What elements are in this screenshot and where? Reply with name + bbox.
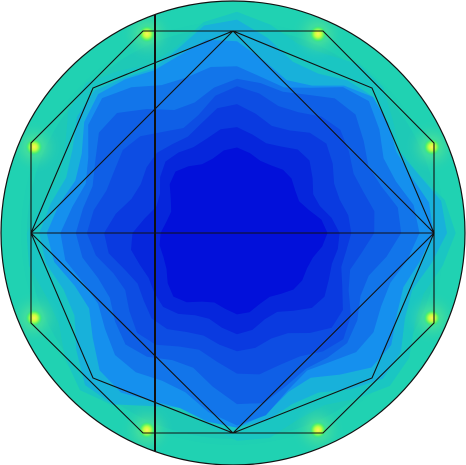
stress-hotspot: [25, 138, 43, 156]
stress-hotspot: [423, 309, 441, 327]
inner-octagon-outline: [30, 30, 435, 434]
stress-hotspot: [309, 421, 327, 439]
stress-hotspot: [423, 138, 441, 156]
stress-hotspot: [309, 25, 327, 43]
stress-hotspot: [25, 309, 43, 327]
octagon-outline: [30, 30, 435, 434]
contour-core: [159, 147, 328, 315]
stress-hotspot: [138, 25, 156, 43]
concentric-contour-icon: [26, 11, 456, 441]
stress-hotspot-icon: [25, 25, 441, 439]
mesh-outline-group: [30, 15, 435, 451]
stress-hotspot: [138, 421, 156, 439]
